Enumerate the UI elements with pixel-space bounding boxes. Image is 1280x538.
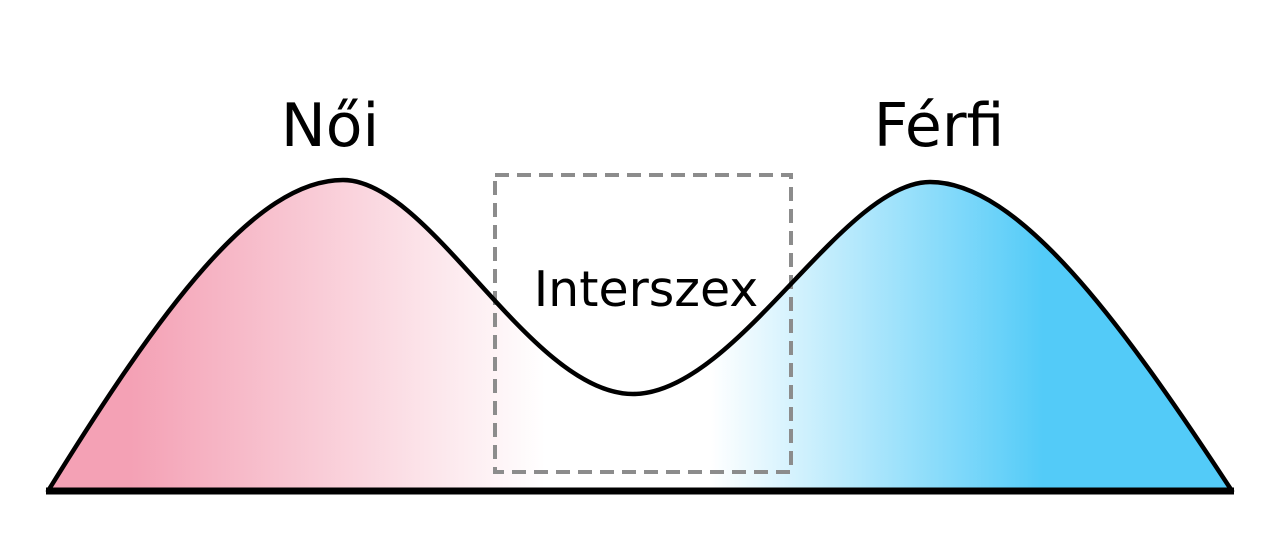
male-peak-label: Férfi <box>873 91 1005 161</box>
intersex-label: Interszex <box>533 261 759 318</box>
distribution-curve-outline <box>45 177 1235 494</box>
distribution-fill <box>48 180 1232 491</box>
intersex-dashed-box <box>493 173 793 474</box>
female-peak-label: Női <box>280 91 380 161</box>
